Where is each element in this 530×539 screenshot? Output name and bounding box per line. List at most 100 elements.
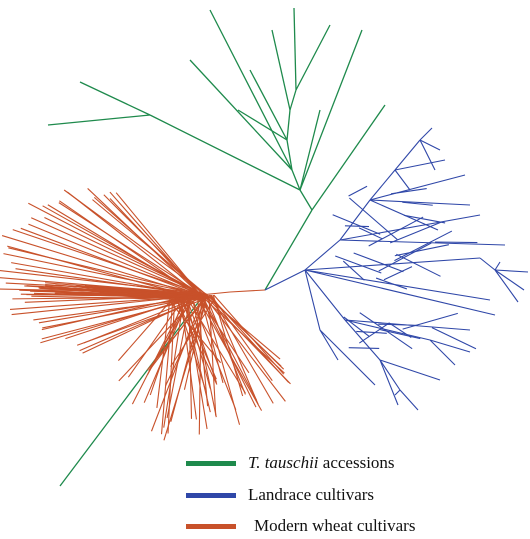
landrace-branch: [375, 277, 408, 290]
modern-branch: [12, 229, 210, 297]
landrace-branch: [479, 257, 496, 271]
modern-branch: [211, 294, 259, 405]
landrace-branch: [394, 389, 401, 396]
legend-swatch-modern: [186, 524, 236, 529]
landrace-branch: [359, 322, 390, 344]
landrace-branch: [429, 339, 456, 366]
landrace-branch: [344, 225, 370, 228]
landrace-branch: [494, 261, 501, 271]
landrace-branch: [356, 330, 387, 334]
landrace-branch: [379, 359, 441, 381]
landrace-branch: [339, 239, 506, 246]
landrace-branch: [402, 201, 433, 206]
modern-branch: [212, 294, 244, 397]
landrace-branch: [353, 252, 404, 273]
modern-branch: [131, 299, 187, 405]
landrace-branch: [378, 242, 432, 272]
legend-swatch-tauschii: [186, 461, 236, 466]
landrace-branch: [389, 221, 442, 244]
modern-branch: [30, 217, 210, 298]
modern-branch: [28, 202, 206, 297]
landrace-branch: [419, 127, 433, 141]
landrace-branch: [304, 269, 491, 301]
landrace-branch: [388, 322, 412, 338]
modern-branch: [8, 247, 207, 296]
modern-branch: [58, 202, 201, 295]
landrace-branch: [304, 239, 341, 271]
modern-branch: [201, 294, 258, 401]
landrace-branch: [402, 312, 458, 330]
landrace-branch: [380, 329, 421, 340]
landrace-branch: [394, 230, 453, 262]
modern-branch: [41, 295, 205, 340]
tauschii-branch: [286, 139, 293, 171]
landrace-branch: [399, 389, 419, 411]
landrace-branch: [348, 185, 368, 197]
modern-branch: [199, 294, 224, 383]
landrace-branch: [339, 199, 371, 241]
modern-branch: [127, 302, 182, 378]
legend-label-landrace: Landrace cultivars: [248, 485, 375, 504]
modern-branch: [44, 216, 210, 298]
landrace-branch: [304, 269, 321, 331]
landrace-branch: [348, 347, 380, 349]
modern-branch: [183, 298, 206, 390]
tauschii-branch: [149, 114, 301, 191]
modern-branch: [93, 196, 206, 296]
modern-branch: [0, 270, 207, 295]
landrace-branch: [379, 359, 399, 406]
modern-branch: [163, 302, 207, 441]
modern-branch: [213, 294, 285, 375]
tauschii-branch: [299, 29, 363, 191]
tauschii-branch: [237, 109, 288, 141]
modern-branch: [118, 294, 200, 382]
landrace-branch: [394, 159, 446, 171]
tauschii-branch: [47, 114, 151, 126]
tauschii-branch: [249, 69, 288, 141]
landrace-branch: [494, 269, 529, 273]
modern-branch: [3, 253, 208, 297]
tauschii-branch: [209, 9, 293, 171]
modern-branch: [92, 199, 208, 297]
modern-branch: [229, 289, 266, 293]
landrace-branch: [344, 319, 431, 341]
tauschii-branch: [264, 209, 313, 291]
landrace-branch: [494, 269, 519, 303]
tauschii-clade: [47, 7, 386, 487]
landrace-clade: [264, 127, 529, 411]
landrace-branch: [419, 139, 441, 151]
landrace-branch: [369, 199, 471, 206]
landrace-branch: [494, 269, 525, 291]
modern-branch: [184, 295, 211, 389]
landrace-branch: [358, 227, 383, 240]
legend-swatch-landrace: [186, 493, 236, 498]
landrace-branch: [264, 269, 306, 291]
landrace-branch: [396, 253, 441, 277]
tauschii-branch: [289, 89, 297, 111]
landrace-branch: [304, 269, 346, 321]
landrace-branch: [383, 266, 413, 281]
modern-branch: [160, 298, 174, 435]
landrace-branch: [369, 174, 466, 201]
landrace-branch: [379, 359, 401, 391]
modern-branch: [65, 292, 205, 340]
tauschii-branch: [299, 109, 321, 191]
landrace-branch: [378, 323, 419, 326]
landrace-branch: [349, 197, 398, 241]
tauschii-branch: [291, 169, 301, 191]
legend-label-tauschii: T. tauschii accessions: [248, 453, 395, 472]
tauschii-branch: [293, 7, 297, 91]
modern-branch: [147, 295, 209, 371]
landrace-branch: [403, 214, 446, 224]
landrace-branch: [429, 339, 471, 353]
modern-branch: [204, 294, 291, 385]
landrace-branch: [319, 329, 376, 386]
modern-branch: [150, 301, 202, 432]
landrace-branch: [319, 329, 339, 361]
tauschii-branch: [271, 29, 291, 111]
tauschii-branch: [59, 299, 201, 487]
modern-branch: [84, 284, 205, 297]
landrace-branch: [394, 244, 449, 257]
landrace-branch: [343, 316, 370, 337]
